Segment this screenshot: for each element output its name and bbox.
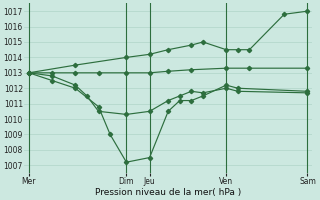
X-axis label: Pression niveau de la mer( hPa ): Pression niveau de la mer( hPa ) xyxy=(95,188,241,197)
